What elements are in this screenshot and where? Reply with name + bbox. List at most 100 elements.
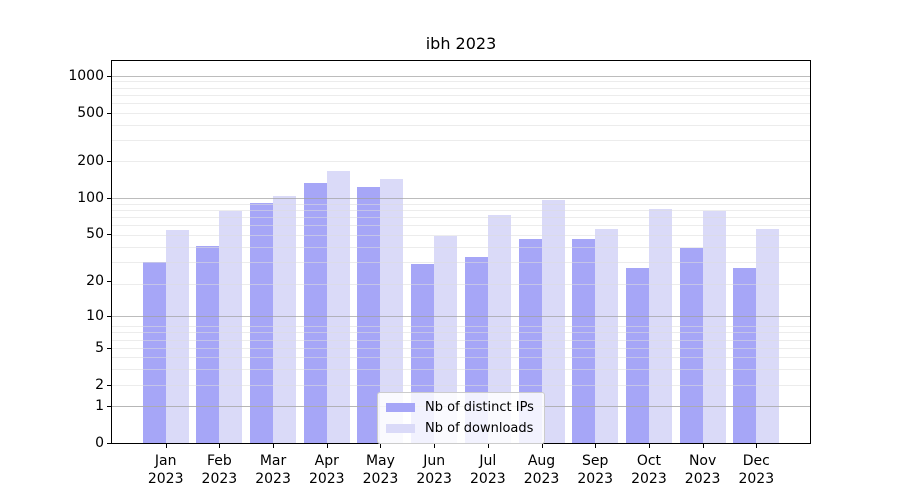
- x-tick-year: 2023: [255, 471, 291, 487]
- gridline-minor: [112, 161, 810, 163]
- legend-item-distinct-ips: Nb of distinct IPs: [386, 398, 534, 416]
- y-tick-label-2: 2: [95, 376, 104, 393]
- bar-downloads-sep: [595, 229, 619, 443]
- bar-downloads-apr: [326, 170, 350, 443]
- x-tick-mark-aug: [541, 444, 543, 448]
- x-tick-mark-dec: [756, 444, 758, 448]
- x-tick-mark-apr: [326, 444, 328, 448]
- legend-item-downloads: Nb of downloads: [386, 419, 534, 437]
- y-tick-mark-10: [107, 315, 112, 317]
- bar-downloads-jul: [487, 214, 511, 443]
- gridline-minor: [112, 235, 810, 237]
- y-tick-label-1: 1: [95, 398, 104, 415]
- y-tick-label-5: 5: [95, 339, 104, 356]
- x-tick-year: 2023: [684, 471, 721, 487]
- bar-downloads-aug: [541, 199, 565, 443]
- x-tick-year: 2023: [738, 471, 775, 487]
- x-tick-month: May: [365, 453, 395, 469]
- x-tick-mark-nov: [702, 444, 704, 448]
- gridline-minor: [112, 203, 810, 205]
- gridline-minor: [112, 384, 810, 386]
- x-tick-label-may: May 2023: [345, 452, 415, 488]
- x-tick-label-apr: Apr 2023: [292, 452, 362, 488]
- bar-distinct-ips-oct: [625, 267, 649, 443]
- y-tick-mark-5: [107, 347, 112, 349]
- legend-swatch-downloads: [386, 423, 415, 433]
- x-tick-label-jan: Jan 2023: [131, 452, 201, 488]
- gridline-minor: [112, 94, 810, 96]
- bar-downloads-mar: [273, 195, 297, 443]
- bar-distinct-ips-dec: [733, 267, 757, 443]
- x-tick-label-mar: Mar 2023: [238, 452, 308, 488]
- x-tick-month: Jun: [423, 453, 446, 469]
- x-tick-year: 2023: [201, 471, 238, 487]
- bar-distinct-ips-jan: [142, 262, 166, 443]
- legend-label-distinct-ips: Nb of distinct IPs: [425, 399, 534, 415]
- legend-swatch-distinct-ips: [386, 402, 415, 412]
- x-tick-label-aug: Aug 2023: [507, 452, 577, 488]
- y-tick-label-200: 200: [77, 153, 104, 170]
- x-tick-month: Jan: [154, 453, 177, 469]
- bar-downloads-jan: [165, 229, 189, 443]
- y-tick-mark-2: [107, 384, 112, 386]
- x-tick-mark-jul: [487, 444, 489, 448]
- gridline-minor: [112, 102, 810, 104]
- gridline-minor: [112, 369, 810, 371]
- x-tick-year: 2023: [523, 471, 560, 487]
- y-tick-mark-1000: [107, 75, 112, 77]
- x-tick-month: Nov: [688, 453, 717, 469]
- gridline-minor: [112, 112, 810, 114]
- y-tick-mark-50: [107, 233, 112, 235]
- gridline-minor: [112, 124, 810, 126]
- y-tick-label-100: 100: [77, 189, 104, 206]
- gridline-minor: [112, 225, 810, 227]
- x-tick-label-sep: Sep 2023: [560, 452, 630, 488]
- x-tick-mark-sep: [595, 444, 597, 448]
- bar-downloads-dec: [756, 229, 780, 443]
- y-tick-mark-20: [107, 281, 112, 283]
- x-tick-month: Aug: [527, 453, 556, 469]
- x-tick-mark-jan: [165, 444, 167, 448]
- bar-distinct-ips-sep: [572, 239, 596, 443]
- gridline-minor: [112, 246, 810, 248]
- gridline-minor: [112, 332, 810, 334]
- gridline-major: [112, 75, 810, 77]
- gridline-minor: [112, 262, 810, 264]
- gridline-minor: [112, 283, 810, 285]
- bar-distinct-ips-may: [357, 186, 381, 443]
- legend: Nb of distinct IPs Nb of downloads: [377, 392, 545, 444]
- x-tick-month: Apr: [314, 453, 339, 469]
- x-tick-month: Feb: [206, 453, 232, 469]
- y-tick-label-10: 10: [86, 307, 104, 324]
- x-tick-mark-jun: [434, 444, 436, 448]
- y-tick-mark-0: [107, 443, 112, 444]
- y-tick-label-0: 0: [95, 435, 104, 451]
- gridline-minor: [112, 326, 810, 328]
- gridline-minor: [112, 347, 810, 349]
- bar-distinct-ips-feb: [196, 245, 220, 443]
- y-tick-mark-100: [107, 197, 112, 199]
- x-tick-month: Oct: [636, 453, 662, 469]
- bar-distinct-ips-nov: [679, 248, 703, 443]
- x-tick-year: 2023: [577, 471, 614, 487]
- gridline-minor: [112, 81, 810, 83]
- gridline-major: [112, 197, 810, 199]
- x-tick-mark-may: [380, 444, 382, 448]
- y-tick-label-20: 20: [86, 273, 104, 290]
- x-tick-month: Dec: [742, 453, 770, 469]
- y-tick-label-500: 500: [77, 104, 104, 121]
- x-tick-year: 2023: [308, 471, 345, 487]
- chart-title: ibh 2023: [425, 34, 497, 53]
- gridline-minor: [112, 210, 810, 212]
- gridline-minor: [112, 139, 810, 141]
- x-tick-year: 2023: [147, 471, 184, 487]
- gridline-minor: [112, 357, 810, 359]
- x-tick-year: 2023: [416, 471, 452, 487]
- y-tick-label-50: 50: [86, 225, 104, 242]
- legend-label-downloads: Nb of downloads: [425, 420, 534, 436]
- x-tick-year: 2023: [470, 471, 506, 487]
- bar-downloads-may: [380, 178, 404, 443]
- x-tick-label-dec: Dec 2023: [721, 452, 791, 488]
